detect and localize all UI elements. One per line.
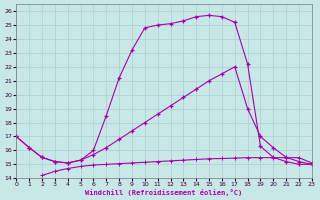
X-axis label: Windchill (Refroidissement éolien,°C): Windchill (Refroidissement éolien,°C) [85,189,243,196]
